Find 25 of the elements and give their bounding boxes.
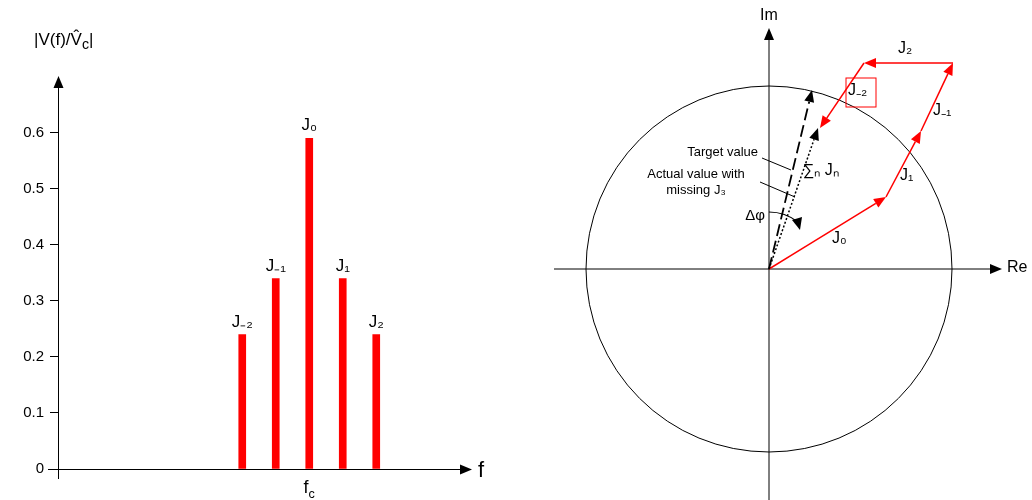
data-label: J₋₂ bbox=[231, 311, 253, 331]
text: J₂ bbox=[898, 38, 913, 58]
data-label: J₁ bbox=[335, 255, 351, 275]
y-tick-label: 0.4 bbox=[23, 235, 44, 253]
y-tick-label: 0.1 bbox=[23, 403, 44, 421]
bar bbox=[372, 334, 381, 469]
text: Im bbox=[760, 6, 778, 24]
bar bbox=[305, 138, 314, 469]
bar bbox=[238, 334, 247, 469]
y-tick-label: 0.2 bbox=[23, 347, 44, 365]
y-tick-label: 0.6 bbox=[23, 122, 44, 140]
text: Re bbox=[1007, 258, 1028, 276]
y-axis-title: |V(f)/V̂$_{c}$| bbox=[34, 30, 94, 53]
y-tick-label: 0 bbox=[35, 459, 44, 477]
bar bbox=[271, 278, 280, 469]
data-label: J₋₁ bbox=[265, 255, 287, 275]
y-tick-label: 0.3 bbox=[23, 291, 44, 309]
data-label: J₂ bbox=[368, 311, 384, 331]
data-label: J₀ bbox=[301, 115, 318, 135]
text: Target value bbox=[686, 144, 758, 160]
text: Actual value with missing J₃ bbox=[646, 166, 746, 198]
y-tick-label: 0.5 bbox=[23, 178, 44, 196]
bar bbox=[338, 278, 347, 469]
x-axis-title: f bbox=[478, 457, 485, 482]
text: Δφ bbox=[744, 206, 765, 224]
